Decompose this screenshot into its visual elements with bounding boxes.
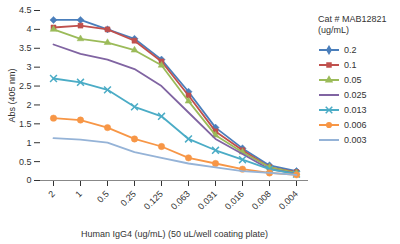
svg-text:0.031: 0.031 <box>196 189 219 212</box>
svg-text:1.5: 1.5 <box>19 119 32 129</box>
svg-text:3: 3 <box>26 62 31 72</box>
html-text:0.006: 0.006 <box>344 119 367 130</box>
svg-text:2: 2 <box>26 100 31 110</box>
svg-text:0.004: 0.004 <box>277 189 300 212</box>
svg-text:Human IgG4 (ug/mL) (50 uL/well: Human IgG4 (ug/mL) (50 uL/well coating p… <box>81 229 268 239</box>
svg-text:2: 2 <box>46 189 57 200</box>
svg-text:1: 1 <box>73 189 84 200</box>
html-text:0.1: 0.1 <box>344 59 357 70</box>
svg-text:0: 0 <box>26 175 31 185</box>
html-text:Cat # MAB12821 (ug/mL): Cat # MAB12821 (ug/mL) <box>318 14 387 35</box>
html-text:0.2: 0.2 <box>344 44 357 55</box>
svg-text:2.5: 2.5 <box>19 81 32 91</box>
svg-text:0.063: 0.063 <box>169 189 192 212</box>
svg-text:0.125: 0.125 <box>142 189 165 212</box>
html-text:0.025: 0.025 <box>344 89 367 100</box>
svg-text:3.5: 3.5 <box>19 43 32 53</box>
html-text:0.013: 0.013 <box>344 104 367 115</box>
svg-text:0.016: 0.016 <box>223 189 246 212</box>
svg-text:0.008: 0.008 <box>250 189 273 212</box>
svg-text:4: 4 <box>26 24 31 34</box>
svg-text:1: 1 <box>26 138 31 148</box>
html-text:0.05: 0.05 <box>344 74 362 85</box>
svg-text:Abs (405 nm): Abs (405 nm) <box>7 68 17 122</box>
svg-text:4.5: 4.5 <box>19 5 32 15</box>
svg-text:0.25: 0.25 <box>118 189 137 208</box>
html-text:0.003: 0.003 <box>344 134 367 145</box>
svg-text:0.5: 0.5 <box>19 156 32 166</box>
svg-text:0.5: 0.5 <box>95 189 111 205</box>
